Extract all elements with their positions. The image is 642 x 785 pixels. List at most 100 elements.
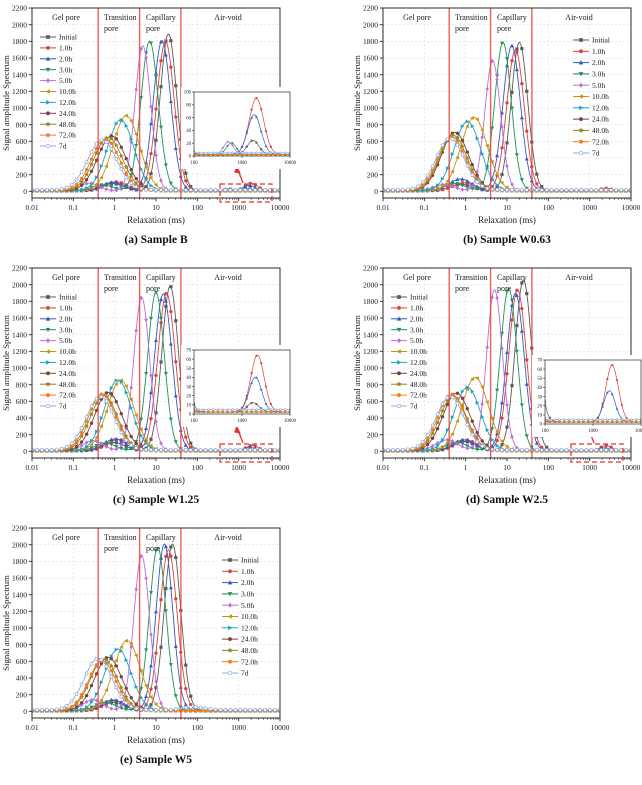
svg-text:1000: 1000 <box>363 104 378 113</box>
svg-text:1400: 1400 <box>12 330 27 339</box>
svg-text:12.0h: 12.0h <box>59 358 76 367</box>
svg-text:10: 10 <box>537 414 542 419</box>
svg-text:1000: 1000 <box>237 161 247 166</box>
legend-item-Initial: Initial <box>222 556 259 565</box>
svg-text:800: 800 <box>16 640 28 649</box>
legend-item-10.0h: 10.0h <box>391 347 427 356</box>
svg-text:72.0h: 72.0h <box>592 137 609 146</box>
chart-sample-b-caption: (a) Sample B <box>124 234 188 246</box>
svg-text:10: 10 <box>152 463 160 472</box>
svg-text:0: 0 <box>23 707 27 716</box>
series-7d <box>32 394 280 452</box>
legend-item-12.0h: 12.0h <box>40 358 76 367</box>
svg-text:1400: 1400 <box>12 70 27 79</box>
legend: Initial1.0h2.0h3.0h5.0h10.0h12.0h24.0h48… <box>40 33 77 151</box>
pore-regions: Gel pore Transition pore Capillary pore Air-v… <box>403 268 593 458</box>
legend-item-48.0h: 48.0h <box>391 380 427 389</box>
series-7d <box>383 395 631 452</box>
svg-text:pore: pore <box>455 24 470 33</box>
svg-text:1000: 1000 <box>231 463 246 472</box>
svg-text:1000: 1000 <box>231 723 246 732</box>
chart-sample-w063: 0.01 0.1 1 10 100 1000 10000 0 200 400 600 800 1000 1… <box>351 0 642 246</box>
region-label-transition-pore: Transition <box>104 533 137 542</box>
svg-text:1: 1 <box>113 723 117 732</box>
svg-text:5.0h: 5.0h <box>592 81 605 90</box>
legend: Initial1.0h2.0h3.0h5.0h10.0h12.0h24.0h48… <box>222 556 259 678</box>
svg-text:10000: 10000 <box>635 429 642 434</box>
legend-item-1.0h: 1.0h <box>391 304 423 313</box>
svg-text:600: 600 <box>367 137 379 146</box>
legend-item-2.0h: 2.0h <box>222 578 254 587</box>
legend-item-72.0h: 72.0h <box>40 131 76 140</box>
legend-item-3.0h: 3.0h <box>40 325 72 334</box>
svg-text:0.01: 0.01 <box>376 203 389 212</box>
y-axis-label: Signal amplitude Spectrum <box>1 55 11 151</box>
svg-text:2200: 2200 <box>363 264 378 273</box>
svg-text:72.0h: 72.0h <box>241 657 258 666</box>
region-label-air-void: Air-void <box>214 13 241 22</box>
series-7d <box>383 137 631 192</box>
legend-item-72.0h: 72.0h <box>40 391 76 400</box>
svg-text:1600: 1600 <box>363 54 378 63</box>
svg-text:12.0h: 12.0h <box>410 358 427 367</box>
region-label-air-void: Air-void <box>214 273 241 282</box>
legend: Initial1.0h2.0h3.0h5.0h10.0h12.0h24.0h48… <box>391 293 428 411</box>
svg-text:0: 0 <box>23 447 27 456</box>
svg-text:48.0h: 48.0h <box>592 126 609 135</box>
svg-text:1800: 1800 <box>12 557 27 566</box>
chart-sample-w25: 0.01 0.1 1 10 100 1000 10000 0 200 400 600 800 1000 1… <box>351 260 642 506</box>
svg-text:60: 60 <box>537 368 542 373</box>
legend-item-72.0h: 72.0h <box>573 137 609 146</box>
svg-text:10: 10 <box>152 723 160 732</box>
legend-item-10.0h: 10.0h <box>222 612 258 621</box>
legend-item-1.0h: 1.0h <box>573 47 605 56</box>
svg-text:100: 100 <box>543 203 555 212</box>
svg-text:100: 100 <box>192 723 204 732</box>
svg-text:100: 100 <box>541 429 549 434</box>
pore-regions: Gel pore Transition pore Capillary pore Air-v… <box>403 8 593 198</box>
svg-text:48.0h: 48.0h <box>59 380 76 389</box>
legend-item-10.0h: 10.0h <box>573 92 609 101</box>
region-label-gel-pore: Gel pore <box>52 13 80 22</box>
svg-text:2200: 2200 <box>12 4 27 13</box>
chart-sample-w063-plot: 0.01 0.1 1 10 100 1000 10000 0 200 400 600 800 1000 1… <box>352 4 641 225</box>
svg-text:100: 100 <box>543 463 555 472</box>
svg-text:5.0h: 5.0h <box>59 76 72 85</box>
svg-text:12.0h: 12.0h <box>59 98 76 107</box>
svg-text:10000: 10000 <box>271 203 290 212</box>
svg-text:20: 20 <box>186 394 191 399</box>
region-label-capillary-pore: Capillary <box>146 533 176 542</box>
svg-text:pore: pore <box>146 544 161 553</box>
svg-text:7d: 7d <box>592 149 600 158</box>
legend-item-48.0h: 48.0h <box>40 380 76 389</box>
svg-text:1.0h: 1.0h <box>59 44 72 53</box>
svg-text:0.1: 0.1 <box>69 463 79 472</box>
svg-text:0.01: 0.01 <box>25 463 38 472</box>
svg-text:5.0h: 5.0h <box>410 336 423 345</box>
svg-text:1: 1 <box>464 203 468 212</box>
chart-sample-b: 0.01 0.1 1 10 100 1000 10000 0 200 400 600 800 1000 1… <box>0 0 312 246</box>
axes: 0.01 0.1 1 10 100 1000 10000 0 200 400 600 800 1000 1… <box>352 4 641 225</box>
svg-text:0.01: 0.01 <box>25 203 38 212</box>
region-label-transition-pore: Transition <box>455 13 488 22</box>
region-label-transition-pore: Transition <box>104 13 137 22</box>
svg-text:Initial: Initial <box>59 33 77 42</box>
svg-text:2.0h: 2.0h <box>410 314 423 323</box>
svg-text:7d: 7d <box>241 669 249 678</box>
svg-text:2200: 2200 <box>12 264 27 273</box>
svg-text:800: 800 <box>367 380 379 389</box>
svg-text:200: 200 <box>16 170 28 179</box>
svg-text:1000: 1000 <box>12 104 27 113</box>
svg-text:400: 400 <box>367 154 379 163</box>
svg-text:24.0h: 24.0h <box>592 115 609 124</box>
svg-text:12.0h: 12.0h <box>592 103 609 112</box>
svg-text:1800: 1800 <box>363 37 378 46</box>
svg-text:1400: 1400 <box>363 330 378 339</box>
svg-text:10000: 10000 <box>271 463 290 472</box>
svg-text:0: 0 <box>540 423 543 428</box>
svg-text:100: 100 <box>192 463 204 472</box>
svg-text:100: 100 <box>190 161 198 166</box>
svg-text:1000: 1000 <box>12 364 27 373</box>
y-axis-label: Signal amplitude Spectrum <box>1 575 11 671</box>
chart-sample-w125: 0.01 0.1 1 10 100 1000 10000 0 200 400 600 800 1000 1… <box>0 260 312 506</box>
